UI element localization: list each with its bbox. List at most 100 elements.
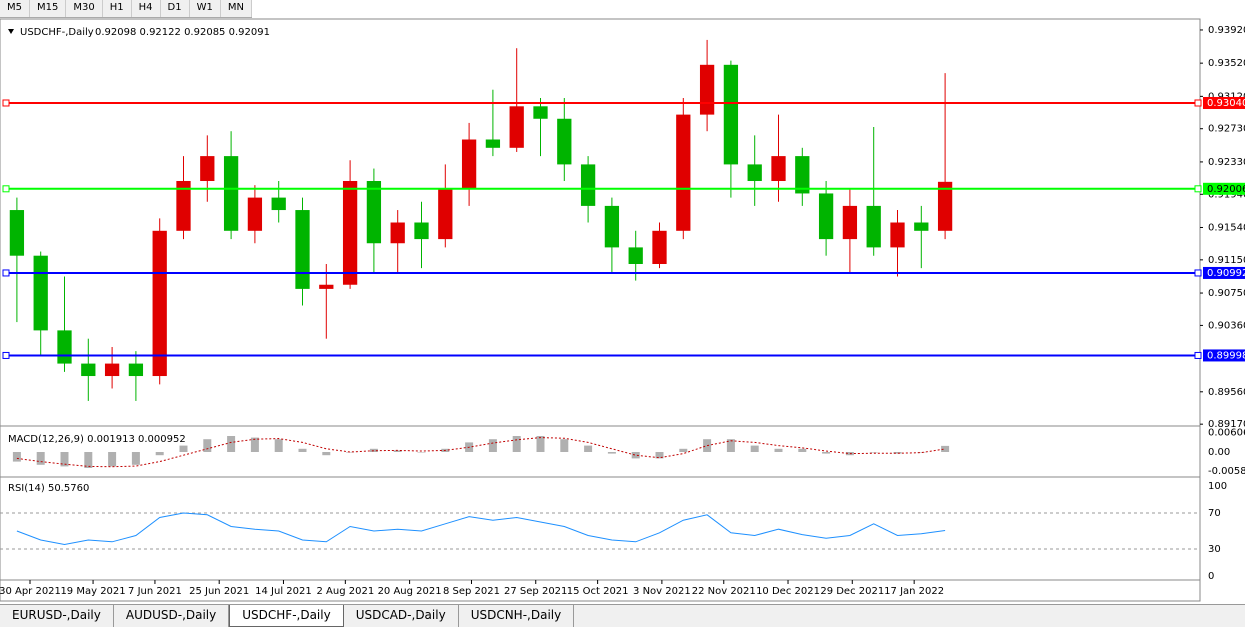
macd-bar <box>631 452 640 459</box>
level-label: 0.89998 <box>1207 350 1245 361</box>
x-tick-label: 25 Jun 2021 <box>189 586 249 597</box>
rsi-tick-label: 100 <box>1208 481 1227 492</box>
timeframe-button[interactable]: H4 <box>132 0 161 17</box>
level-label-box <box>1203 96 1245 109</box>
symbol-tabs: EURUSD-,Daily AUDUSD-,Daily USDCHF-,Daily U… <box>0 604 1245 627</box>
x-tick-label: 15 Oct 2021 <box>567 586 629 597</box>
macd-bar <box>584 445 593 452</box>
macd-bar <box>203 439 212 452</box>
level-label-box <box>1203 349 1245 362</box>
candle-body <box>842 205 858 240</box>
macd-bar <box>679 448 688 452</box>
candle-body <box>866 205 881 248</box>
rsi-tick-label: 70 <box>1208 508 1221 519</box>
macd-bar <box>726 439 735 452</box>
macd-bar <box>512 436 521 452</box>
x-tick-label: 10 Dec 2021 <box>756 586 820 597</box>
macd-bar <box>488 439 497 452</box>
level-label-box <box>1203 266 1245 279</box>
chart-subtitle: 0.92098 0.92122 0.92085 0.92091 <box>95 27 270 38</box>
candle-body <box>771 156 786 182</box>
rsi-tick-label: 0 <box>1208 571 1214 582</box>
candle-body <box>652 230 667 264</box>
x-tick-label: 22 Nov 2021 <box>692 586 756 597</box>
macd-bar <box>607 452 616 454</box>
candle-body <box>247 197 263 231</box>
x-tick-label: 2 Aug 2021 <box>316 586 374 597</box>
candle-body <box>747 164 762 182</box>
macd-bar <box>12 452 21 462</box>
timeframe-button[interactable]: H1 <box>103 0 132 17</box>
symbol-tab[interactable]: USDCAD-,Daily <box>344 605 459 627</box>
candle-body <box>295 210 310 289</box>
x-tick-label: 30 Apr 2021 <box>0 586 61 597</box>
macd-bar <box>131 452 140 465</box>
symbol-tab[interactable]: EURUSD-,Daily <box>0 605 114 627</box>
candle-body <box>414 222 429 240</box>
candle-body <box>223 156 239 231</box>
macd-bar <box>893 452 902 454</box>
candle-body <box>366 181 382 244</box>
macd-signal <box>16 437 946 468</box>
timeframe-button[interactable]: M5 <box>0 0 30 17</box>
candle-body <box>271 197 286 211</box>
candle-body <box>128 363 144 377</box>
level-handle <box>2 269 10 277</box>
level-handle <box>1194 99 1202 107</box>
candle-body <box>795 156 810 194</box>
x-tick-label: 29 Dec 2021 <box>820 586 884 597</box>
candle-body <box>699 64 715 115</box>
candle-body <box>509 106 524 148</box>
macd-bar <box>108 452 117 467</box>
level-handle <box>1194 269 1202 277</box>
candle-body <box>485 139 501 148</box>
timeframe-button[interactable]: M30 <box>66 0 103 17</box>
candle-body <box>342 181 358 285</box>
candle-body <box>890 222 905 248</box>
macd-bar <box>822 452 831 454</box>
macd-tick-label: -0.005869 <box>1208 466 1245 477</box>
level-label-box <box>1203 182 1245 195</box>
candle-body <box>628 247 643 264</box>
timeframe-button[interactable]: D1 <box>161 0 190 17</box>
level-handle <box>2 185 10 193</box>
timeframe-button[interactable]: W1 <box>190 0 221 17</box>
macd-bar <box>798 448 807 452</box>
symbol-tab[interactable]: AUDUSD-,Daily <box>114 605 230 627</box>
x-tick-label: 20 Aug 2021 <box>378 586 442 597</box>
macd-bar <box>393 450 402 452</box>
candle-body <box>176 181 191 231</box>
candle-body <box>390 222 405 244</box>
rsi-line <box>16 512 946 546</box>
macd-tick-label: 0.00 <box>1208 447 1230 458</box>
y-tick-label: 0.89170 <box>1208 419 1245 430</box>
rsi-label: RSI(14) 50.5760 <box>8 483 89 494</box>
candle-body <box>33 255 48 331</box>
macd-bar <box>60 452 69 467</box>
x-tick-label: 7 Jun 2021 <box>128 586 182 597</box>
timeframe-button[interactable]: MN <box>221 0 252 17</box>
macd-bar <box>346 452 355 453</box>
macd-bar <box>417 452 426 453</box>
level-label: 0.93040 <box>1207 98 1245 109</box>
macd-bar <box>155 452 164 456</box>
collapse-arrow <box>8 29 14 34</box>
candle-body <box>676 114 691 231</box>
candle-body <box>152 230 167 377</box>
macd-label: MACD(12,26,9) 0.001913 0.000952 <box>8 434 186 445</box>
timeframe-button[interactable]: M15 <box>30 0 67 17</box>
candle-body <box>438 189 453 240</box>
candle-body <box>580 164 596 206</box>
macd-bar <box>298 448 307 452</box>
symbol-tab[interactable]: USDCNH-,Daily <box>459 605 575 627</box>
candle-body <box>104 363 120 377</box>
symbol-tab[interactable]: USDCHF-,Daily <box>229 605 344 627</box>
candle-body <box>818 193 834 240</box>
level-handle <box>2 351 10 359</box>
level-label: 0.92006 <box>1207 184 1245 195</box>
